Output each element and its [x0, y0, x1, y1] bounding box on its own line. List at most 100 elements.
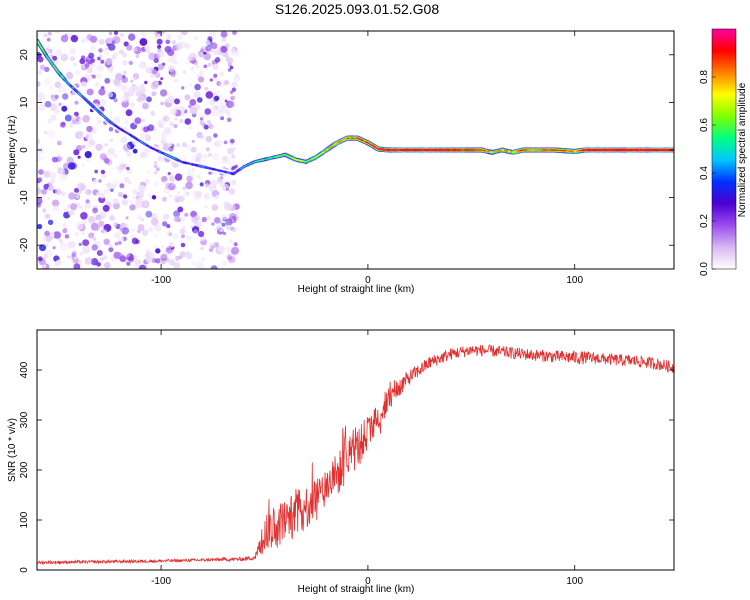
noise-speckle — [69, 48, 77, 55]
noise-speckle — [190, 225, 194, 229]
noise-speckle — [74, 187, 79, 193]
noise-speckle — [157, 34, 161, 38]
noise-speckle — [37, 177, 43, 183]
noise-speckle — [153, 164, 158, 168]
colorbar-tick-label: 0.4 — [699, 166, 710, 180]
noise-speckle — [42, 208, 47, 213]
noise-speckle — [182, 186, 186, 190]
noise-speckle — [92, 207, 98, 214]
noise-speckle — [181, 86, 185, 90]
noise-speckle — [222, 231, 226, 236]
noise-speckle — [231, 227, 237, 233]
noise-speckle — [165, 34, 172, 41]
noise-speckle — [153, 161, 158, 165]
noise-speckle — [139, 38, 148, 46]
noise-speckle — [168, 65, 175, 73]
frequency-ridge — [37, 37, 674, 178]
noise-speckle — [157, 50, 165, 58]
noise-speckle — [121, 199, 129, 206]
noise-speckle — [114, 31, 118, 35]
noise-speckle — [99, 193, 106, 199]
noise-speckle — [96, 72, 102, 79]
noise-speckle — [64, 208, 68, 213]
noise-speckle — [221, 222, 226, 227]
noise-speckle — [182, 225, 186, 230]
x-tick-label: 0 — [365, 275, 371, 286]
noise-speckle — [53, 231, 61, 239]
noise-speckle — [71, 252, 76, 257]
noise-speckle — [208, 171, 212, 175]
colorbar-tick-label: 0.2 — [699, 214, 710, 228]
noise-speckle — [49, 85, 54, 90]
colorbar-scale — [711, 28, 737, 270]
noise-speckle — [179, 214, 187, 222]
noise-speckle — [133, 47, 138, 52]
noise-speckle — [91, 232, 95, 236]
noise-speckle — [96, 64, 105, 72]
ridge-segment — [44, 53, 48, 58]
noise-speckle — [65, 71, 74, 80]
noise-speckle — [86, 125, 93, 133]
noise-speckle — [68, 192, 76, 200]
noise-speckle — [231, 87, 237, 92]
noise-speckle — [229, 65, 234, 70]
noise-speckle — [90, 44, 96, 50]
noise-speckle — [198, 230, 205, 238]
noise-speckle — [153, 224, 162, 232]
noise-speckle — [54, 108, 60, 115]
noise-speckle — [78, 242, 82, 246]
noise-speckle — [142, 201, 149, 207]
noise-speckle — [156, 31, 161, 34]
noise-speckle — [191, 174, 195, 179]
noise-speckle — [89, 35, 98, 43]
noise-speckle — [54, 94, 59, 99]
noise-speckle — [107, 147, 115, 156]
noise-speckle — [128, 33, 136, 41]
noise-speckle — [199, 117, 204, 121]
noise-speckle — [173, 210, 181, 218]
noise-speckle — [133, 260, 141, 269]
y-tick-label: 200 — [19, 461, 30, 478]
noise-speckle — [135, 200, 143, 209]
ridge-segment — [42, 49, 46, 55]
noise-speckle — [213, 141, 220, 147]
noise-speckle — [210, 42, 218, 49]
noise-speckle — [71, 115, 77, 121]
noise-speckle — [226, 117, 232, 123]
noise-speckle — [108, 243, 113, 249]
noise-speckle — [96, 262, 101, 267]
noise-speckle — [74, 232, 79, 237]
noise-speckle — [164, 98, 169, 103]
noise-speckle — [48, 185, 54, 191]
noise-speckle — [160, 253, 168, 262]
noise-speckle — [81, 163, 85, 167]
noise-speckle — [179, 251, 186, 258]
noise-speckle — [193, 229, 198, 234]
noise-speckle — [68, 210, 73, 216]
noise-speckle — [173, 78, 179, 83]
noise-speckle — [43, 254, 48, 259]
noise-speckle — [197, 50, 205, 58]
noise-speckle — [175, 255, 180, 261]
noise-speckle — [44, 230, 50, 237]
noise-speckle — [99, 209, 103, 213]
noise-speckle — [84, 151, 92, 159]
noise-speckle — [182, 190, 190, 197]
noise-speckle — [205, 45, 212, 52]
noise-speckle — [221, 213, 228, 220]
noise-speckle — [198, 112, 205, 119]
noise-speckle — [86, 74, 93, 81]
noise-speckle — [225, 57, 230, 62]
noise-speckle — [51, 94, 58, 102]
noise-speckle — [190, 210, 198, 218]
noise-speckle — [125, 216, 129, 220]
noise-speckle — [84, 201, 92, 209]
noise-speckle — [94, 169, 99, 174]
noise-speckle — [59, 172, 68, 181]
noise-speckle — [59, 242, 68, 251]
noise-speckle — [54, 60, 59, 64]
noise-speckle — [68, 121, 74, 127]
noise-speckle — [132, 189, 139, 195]
noise-speckle — [37, 155, 42, 162]
